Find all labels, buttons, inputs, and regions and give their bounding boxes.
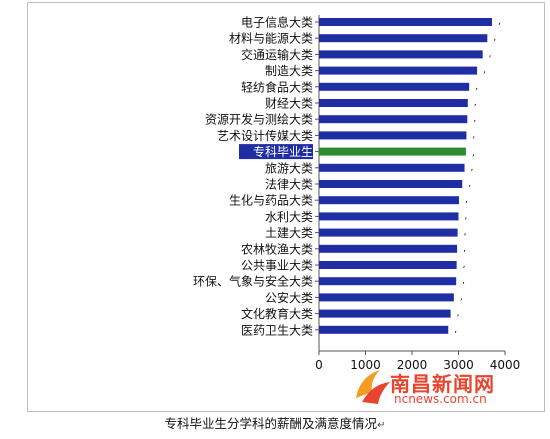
bar-data-label: , — [498, 17, 501, 27]
bar — [319, 18, 492, 26]
bar-data-label: , — [473, 114, 476, 124]
category-label: 电子信息大类 — [241, 15, 313, 30]
category-label: 公安大类 — [265, 290, 313, 305]
bar — [319, 82, 470, 91]
caption-return-mark: ↵ — [377, 420, 386, 431]
bar — [319, 147, 466, 156]
category-label: 生化与药品大类 — [229, 194, 313, 208]
caption-text: 专科毕业生分学科的薪酬及满意度情况 — [164, 416, 378, 431]
x-tick-label: 2000 — [397, 358, 428, 372]
bar-data-label: , — [468, 179, 471, 189]
x-tick-label: 0 — [315, 358, 323, 372]
x-tick-label: 3000 — [443, 358, 474, 372]
bar-data-label: , — [483, 66, 486, 76]
bar — [319, 261, 457, 269]
bar-data-label: , — [460, 292, 463, 302]
bar-data-label: , — [457, 309, 460, 319]
watermark: 南昌新闻网 ncnews.com.cn — [350, 362, 530, 410]
category-label: 专科毕业生 — [253, 144, 313, 159]
category-label: 交通运输大类 — [241, 47, 313, 62]
category-label: 旅游大类 — [265, 161, 313, 175]
category-label: 轻纺食品大类 — [241, 79, 313, 94]
bar-data-label: , — [463, 260, 466, 270]
watermark-url: ncnews.com.cn — [394, 392, 487, 406]
bar-data-label: , — [474, 98, 477, 108]
bar-data-label: , — [465, 195, 468, 205]
bar — [319, 244, 458, 253]
bar-data-label: , — [463, 244, 466, 254]
chart-frame: 0 1000 2000 3000 4000 电子信息大类, 材料与能源大类, 交通运输大类, 制… — [27, 2, 545, 412]
highlight-label-background — [239, 144, 313, 160]
category-label: 环保、气象与安全大类 — [193, 274, 313, 289]
category-label: 农林牧渔大类 — [241, 242, 313, 256]
category-label: 医药卫生大类 — [241, 323, 313, 337]
bar — [319, 131, 467, 140]
bar-data-label: , — [475, 82, 478, 92]
bar — [319, 163, 465, 172]
bar — [319, 99, 468, 107]
category-label: 艺术设计传媒大类 — [217, 128, 313, 143]
watermark-name: 南昌新闻网 — [390, 372, 495, 396]
bar — [319, 293, 454, 302]
watermark-logo-icon — [356, 370, 390, 404]
category-label: 水利大类 — [265, 210, 313, 224]
bar — [319, 34, 488, 43]
category-label: 财经大类 — [265, 97, 313, 111]
bar-data-label: , — [454, 325, 457, 335]
bar — [319, 212, 459, 221]
x-tick-label: 4000 — [490, 358, 521, 372]
category-label: 土建大类 — [265, 226, 313, 240]
bar — [319, 325, 449, 334]
bar — [319, 228, 458, 237]
bar-data-label: , — [493, 33, 496, 43]
bar-data-label: , — [471, 163, 474, 173]
bar-data-label: , — [472, 130, 475, 140]
bar-chart: 0 1000 2000 3000 4000 电子信息大类 , 材料与能源大类 , 交通运输大类 , 制… — [193, 15, 521, 373]
category-label: 公共事业大类 — [241, 259, 313, 273]
category-label: 制造大类 — [265, 64, 313, 78]
bar — [319, 50, 483, 59]
bar — [319, 309, 451, 318]
category-label: 资源开发与测绘大类 — [205, 112, 313, 127]
bar-data-label: , — [472, 149, 475, 159]
bar — [319, 115, 468, 124]
category-label: 材料与能源大类 — [229, 32, 313, 46]
bar-data-label: , — [465, 211, 468, 221]
x-tick-label: 1000 — [350, 358, 381, 372]
bar — [319, 196, 459, 205]
bar — [319, 277, 457, 286]
bar-data-label: , — [462, 276, 465, 286]
bar-data-label: , — [464, 228, 467, 238]
bar — [319, 180, 463, 188]
bar-data-label: , — [489, 49, 492, 59]
category-label: 法律大类 — [265, 178, 313, 192]
figure-caption: 专科毕业生分学科的薪酬及满意度情况↵ — [0, 413, 550, 432]
bar — [319, 66, 478, 75]
category-label: 文化教育大类 — [241, 306, 313, 321]
